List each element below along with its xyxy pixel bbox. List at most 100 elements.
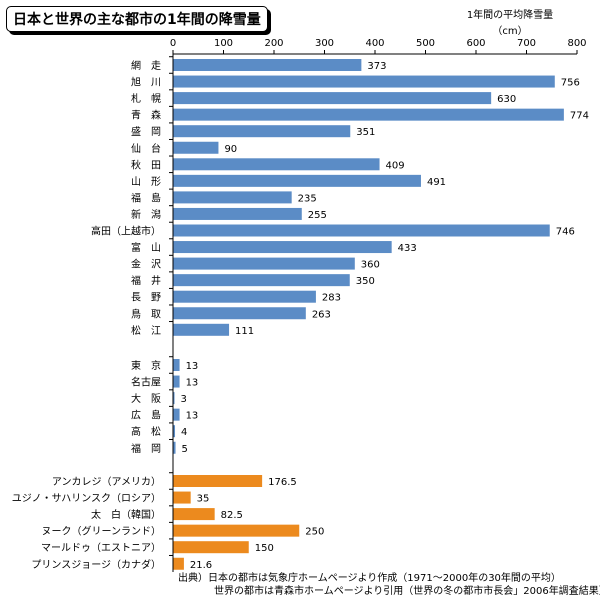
category-label: 松 江 (131, 324, 161, 337)
bar (173, 257, 355, 270)
bar (173, 274, 350, 287)
category-label: マールドゥ（エストニア） (41, 542, 161, 554)
x-tick-label: 800 (567, 38, 586, 49)
bar (173, 475, 263, 487)
category-label: ヌーク（グリーンランド） (42, 525, 162, 538)
bar (173, 307, 306, 320)
bar (173, 108, 564, 121)
category-label: 太 白（韓国） (91, 508, 161, 521)
data-label: 351 (356, 127, 375, 138)
category-label: 網 走 (131, 59, 161, 72)
bar (173, 75, 555, 88)
bar (173, 174, 421, 187)
data-label: 5 (182, 444, 188, 455)
category-label: アンカレジ（アメリカ） (52, 476, 161, 488)
bar (173, 241, 392, 254)
category-label: 名古屋 (131, 376, 161, 389)
data-label: 13 (186, 361, 199, 372)
category-label: 金 沢 (131, 258, 161, 271)
category-label: 札 幌 (131, 92, 161, 105)
bar (173, 59, 362, 71)
bar (173, 375, 180, 388)
category-label: 福 島 (131, 191, 161, 204)
bar (173, 408, 180, 421)
category-label: 山 形 (131, 176, 161, 188)
bar (173, 92, 492, 105)
data-label: 4 (181, 427, 187, 438)
data-label: 630 (497, 94, 516, 105)
data-label: 13 (186, 378, 199, 389)
bar (173, 158, 380, 171)
bar (173, 323, 230, 336)
category-label: 高 松 (131, 425, 161, 438)
data-label: 13 (186, 411, 199, 422)
category-label: 大 阪 (131, 392, 161, 405)
category-label: 鳥 取 (131, 307, 161, 320)
unit-label: 1年間の平均降雪量 （cm） (455, 8, 565, 40)
category-label: 福 井 (131, 274, 161, 287)
category-label: 盛 岡 (131, 125, 161, 138)
bar (173, 557, 184, 570)
bar (173, 441, 176, 454)
category-label: 新 潟 (131, 208, 161, 221)
category-label: 富 山 (131, 241, 161, 254)
bar (173, 524, 300, 537)
category-label: 仙 台 (131, 142, 161, 155)
data-label: 21.6 (190, 560, 212, 571)
category-label: 広 島 (131, 409, 161, 422)
bar (173, 392, 175, 405)
bar (173, 224, 550, 237)
x-tick-label: 100 (214, 38, 233, 49)
data-label: 433 (398, 243, 417, 254)
bar (173, 290, 316, 303)
category-label: ユジノ・サハリンスク（ロシア） (12, 493, 161, 505)
bar (173, 491, 191, 504)
data-label: 746 (556, 227, 575, 238)
x-tick-label: 400 (365, 38, 384, 49)
category-label: 秋 田 (131, 158, 161, 171)
x-tick-label: 300 (315, 38, 334, 49)
data-label: 90 (224, 144, 237, 155)
data-label: 82.5 (221, 510, 243, 521)
data-label: 255 (308, 210, 327, 221)
data-label: 774 (570, 111, 589, 122)
data-label: 35 (197, 494, 210, 505)
unit-label-line2: （cm） (492, 26, 528, 37)
category-label: 福 岡 (131, 442, 161, 455)
bar (173, 508, 215, 521)
x-tick-label: 500 (416, 38, 435, 49)
data-label: 263 (312, 309, 331, 320)
source-line-2: 世界の都市は青森市ホームページより引用（世界の冬の都市市長会」2006年調査結果… (214, 586, 600, 597)
category-label: 長 野 (131, 292, 161, 304)
bar (173, 425, 176, 438)
x-tick-label: 0 (170, 38, 176, 49)
data-label: 3 (181, 394, 187, 405)
x-tick-label: 700 (517, 38, 536, 49)
chart-title: 日本と世界の主な都市の1年間の降雪量 (6, 6, 268, 32)
data-label: 409 (386, 160, 405, 171)
unit-label-line1: 1年間の平均降雪量 (466, 10, 554, 21)
data-label: 283 (322, 293, 341, 304)
data-label: 235 (298, 193, 317, 204)
category-label: 東 京 (131, 359, 161, 372)
bar (173, 207, 302, 220)
category-label: 青 森 (131, 109, 161, 122)
source-note: 出典）日本の都市は気象庁ホームページより作成（1971～2000年の30年間の平… (178, 572, 600, 598)
category-label: 旭 川 (131, 77, 161, 89)
data-label: 756 (561, 78, 580, 89)
data-label: 111 (235, 326, 254, 337)
data-label: 150 (255, 543, 274, 554)
category-label: 高田（上越市） (91, 225, 161, 238)
data-label: 491 (427, 177, 446, 188)
data-label: 176.5 (268, 477, 297, 488)
data-label: 373 (367, 61, 386, 72)
data-label: 250 (305, 527, 324, 538)
bar (173, 141, 219, 154)
x-tick-label: 600 (466, 38, 485, 49)
bar (173, 541, 249, 554)
source-line-1: 出典）日本の都市は気象庁ホームページより作成（1971～2000年の30年間の平… (178, 573, 561, 584)
x-tick-label: 200 (264, 38, 283, 49)
data-label: 360 (361, 260, 380, 271)
bar (173, 191, 292, 204)
